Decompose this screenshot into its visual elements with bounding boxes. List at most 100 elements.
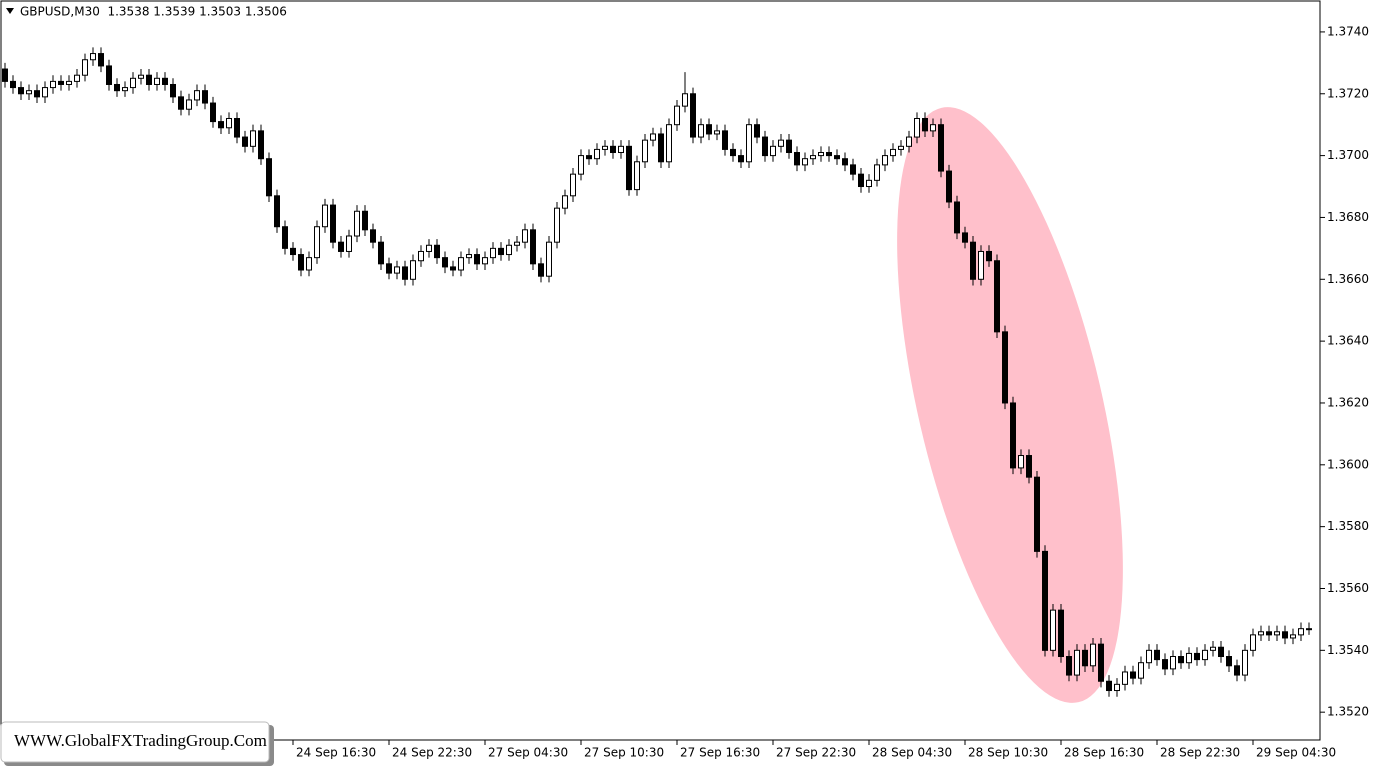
candle-body (106, 65, 112, 85)
candle-body (858, 173, 864, 188)
chart-title: GBPUSD,M30 1.3538 1.3539 1.3503 1.3506 (20, 5, 287, 19)
candle-body (1226, 656, 1232, 667)
candle-body (1082, 649, 1088, 667)
x-tick-label: 27 Sep 22:30 (776, 746, 856, 760)
candle-body (1282, 631, 1288, 639)
candle-body (1010, 402, 1016, 469)
candle-body (1050, 609, 1056, 651)
candle-body (1250, 634, 1256, 651)
candle-body (250, 130, 256, 147)
candle-body (346, 235, 352, 252)
candle-body (130, 77, 136, 89)
candle-body (682, 93, 688, 107)
candle-body (298, 254, 304, 271)
candle-body (402, 266, 408, 280)
y-tick-label: 1.3740 (1327, 24, 1369, 38)
candle-body (666, 124, 672, 163)
candle-body (570, 173, 576, 197)
candle-body (538, 263, 544, 277)
candle-body (1186, 652, 1192, 664)
candle-body (322, 204, 328, 228)
candle-body (10, 80, 16, 89)
candle-body (1258, 631, 1264, 636)
candle-body (338, 241, 344, 252)
candle-body (1178, 656, 1184, 664)
candle-body (226, 117, 232, 129)
candle-body (282, 226, 288, 249)
candle-body (1058, 609, 1064, 658)
y-tick-label: 1.3640 (1327, 334, 1369, 348)
candle-body (1218, 646, 1224, 658)
candle-body (546, 241, 552, 277)
candle-body (842, 158, 848, 166)
candle-body (426, 244, 432, 252)
candle-body (770, 145, 776, 157)
candle-body (1242, 649, 1248, 676)
candle-body (786, 139, 792, 154)
candle-body (962, 232, 968, 243)
candle-body (266, 158, 272, 197)
candle-body (586, 155, 592, 160)
candle-body (122, 87, 128, 92)
candle-body (58, 80, 64, 85)
candle-body (1026, 455, 1032, 478)
candle-body (1298, 628, 1304, 636)
candle-body (34, 90, 40, 98)
candle-body (274, 195, 280, 228)
candle-body (626, 145, 632, 191)
watermark: WWW.GlobalFXTradingGroup.Com (14, 731, 267, 750)
candle-body (850, 164, 856, 175)
candle-body (522, 229, 528, 243)
x-tick-label: 28 Sep 16:30 (1064, 746, 1144, 760)
candle-body (1202, 649, 1208, 661)
candle-body (554, 207, 560, 243)
candle-body (634, 161, 640, 191)
candle-body (1130, 671, 1136, 679)
candle-body (1210, 646, 1216, 651)
candle-body (386, 263, 392, 274)
candle-body (978, 250, 984, 280)
candle-body (82, 59, 88, 76)
candle-body (434, 244, 440, 259)
candle-body (290, 247, 296, 256)
candle-body (970, 241, 976, 280)
candle-body (754, 124, 760, 138)
candle-body (370, 229, 376, 243)
candle-body (994, 260, 1000, 333)
candle-body (18, 87, 24, 95)
candle-body (146, 74, 152, 85)
candle-body (658, 133, 664, 163)
x-tick-label: 27 Sep 10:30 (584, 746, 664, 760)
candle-body (1090, 643, 1096, 667)
candle-body (202, 90, 208, 104)
candle-body (818, 152, 824, 157)
candle-body (706, 124, 712, 135)
candle-body (306, 257, 312, 271)
candle-body (458, 257, 464, 271)
candle-body (578, 155, 584, 175)
candle-body (506, 244, 512, 256)
candle-body (690, 93, 696, 138)
x-tick-label: 28 Sep 22:30 (1160, 746, 1240, 760)
candle-body (162, 77, 168, 85)
x-tick-label: 29 Sep 04:30 (1256, 746, 1336, 760)
candle-body (714, 130, 720, 135)
candle-body (954, 201, 960, 234)
candle-body (178, 96, 184, 110)
candle-body (1042, 550, 1048, 651)
candle-body (1162, 659, 1168, 670)
x-tick-label: 24 Sep 16:30 (296, 746, 376, 760)
candle-body (1306, 628, 1312, 631)
candle-body (498, 247, 504, 256)
candle-body (1034, 476, 1040, 552)
candle-body (1074, 649, 1080, 676)
candle-body (898, 145, 904, 150)
candle-body (730, 148, 736, 157)
candle-body (674, 105, 680, 126)
candle-body (138, 74, 144, 79)
candle-body (354, 210, 360, 237)
candle-body (594, 148, 600, 160)
y-tick-label: 1.3720 (1327, 86, 1369, 100)
candle-body (114, 83, 120, 92)
